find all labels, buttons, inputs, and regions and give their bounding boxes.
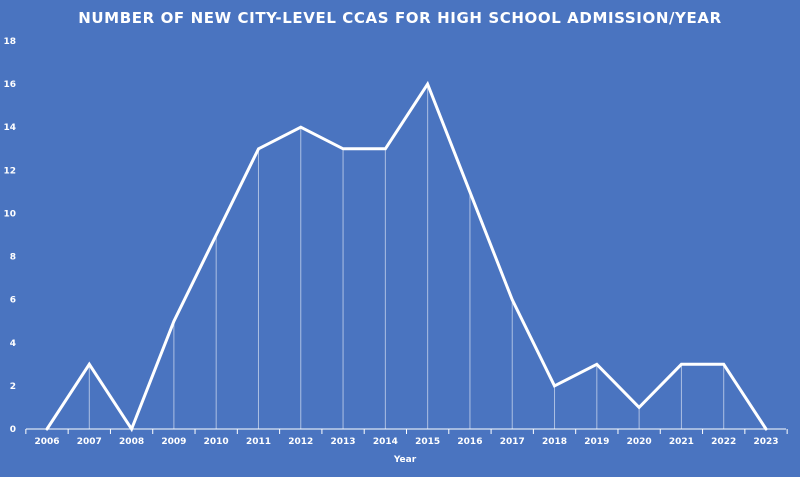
x-tick-label: 2021 bbox=[669, 437, 694, 447]
data-point bbox=[510, 298, 514, 302]
y-axis: 0 2 4 6 8 10 12 14 16 18 bbox=[3, 37, 16, 435]
y-tick-label: 0 bbox=[10, 425, 16, 435]
series-line bbox=[45, 80, 768, 433]
data-point bbox=[130, 427, 134, 431]
x-tick-label: 2010 bbox=[204, 437, 229, 447]
x-tick-label: 2013 bbox=[331, 437, 356, 447]
x-axis-title: Year bbox=[393, 455, 417, 465]
data-point bbox=[722, 362, 726, 366]
x-tick-label: 2007 bbox=[77, 437, 102, 447]
y-tick-label: 4 bbox=[10, 339, 16, 349]
x-axis: 2006 2007 2008 2009 2010 2011 2012 2013 2014 2015… bbox=[25, 428, 788, 447]
x-tick-label: 2022 bbox=[711, 437, 736, 447]
y-tick-label: 10 bbox=[3, 209, 16, 219]
y-tick-label: 2 bbox=[10, 382, 16, 392]
data-point bbox=[468, 190, 472, 194]
chart-title: NUMBER OF NEW CITY-LEVEL CCAS FOR HIGH S… bbox=[78, 9, 721, 27]
series-group bbox=[45, 80, 768, 433]
x-tick-label: 2015 bbox=[415, 437, 440, 447]
data-point bbox=[299, 125, 303, 129]
y-tick-label: 14 bbox=[3, 123, 16, 133]
data-point bbox=[764, 427, 768, 431]
data-point bbox=[341, 147, 345, 151]
x-tick-label: 2006 bbox=[34, 437, 59, 447]
y-tick-label: 18 bbox=[3, 37, 16, 47]
data-point bbox=[679, 362, 683, 366]
y-tick-label: 6 bbox=[10, 296, 16, 306]
data-point bbox=[214, 233, 218, 237]
y-tick-label: 16 bbox=[3, 80, 16, 90]
x-tick-label: 2020 bbox=[627, 437, 652, 447]
x-tick-label: 2011 bbox=[246, 437, 271, 447]
x-tick-label: 2009 bbox=[161, 437, 186, 447]
x-tick-label: 2019 bbox=[584, 437, 609, 447]
data-point bbox=[87, 362, 91, 366]
drop-lines bbox=[88, 84, 725, 429]
data-point bbox=[553, 384, 557, 388]
data-point bbox=[426, 82, 430, 86]
x-tick-label: 2017 bbox=[500, 437, 525, 447]
data-point bbox=[637, 405, 641, 409]
x-tick-label: 2012 bbox=[288, 437, 313, 447]
data-point bbox=[256, 147, 260, 151]
data-point bbox=[595, 362, 599, 366]
y-tick-label: 8 bbox=[10, 253, 16, 263]
data-point bbox=[172, 319, 176, 323]
x-tick-label: 2014 bbox=[373, 437, 398, 447]
y-tick-label: 12 bbox=[3, 166, 16, 176]
x-tick-label: 2016 bbox=[457, 437, 482, 447]
x-tick-label: 2018 bbox=[542, 437, 567, 447]
data-point bbox=[383, 147, 387, 151]
data-point bbox=[45, 427, 49, 431]
x-tick-label: 2008 bbox=[119, 437, 144, 447]
x-tick-label: 2023 bbox=[753, 437, 778, 447]
